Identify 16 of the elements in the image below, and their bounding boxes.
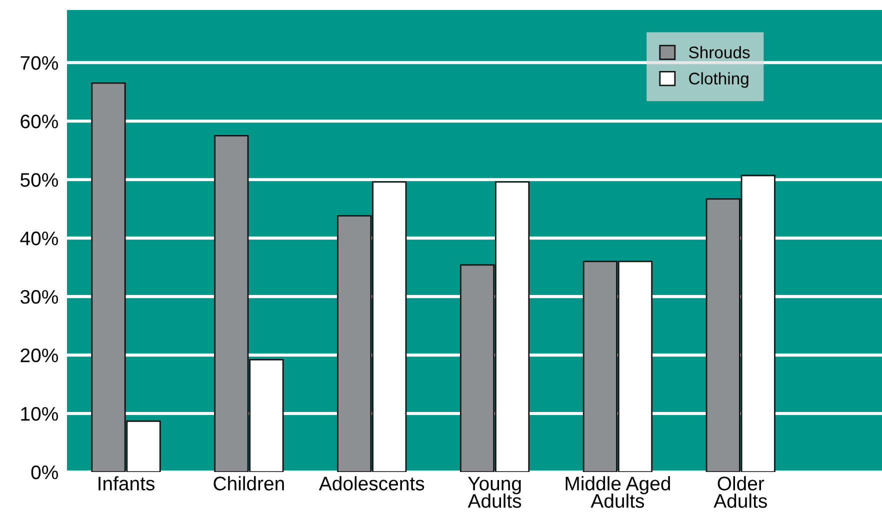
y-tick-label: 50% [20, 173, 58, 187]
y-tick-label: 40% [20, 232, 58, 246]
x-tick-label: Middle Aged Adults [566, 476, 670, 508]
y-tick-label: 10% [21, 406, 58, 421]
x-tick-label: Older Adults [714, 476, 767, 508]
y-tick-label: 0% [31, 465, 58, 480]
y-tick-label: 30% [20, 290, 58, 304]
x-tick-label: Adolescents [318, 476, 424, 490]
legend-label: Clothing [689, 72, 748, 88]
y-tick-label: 20% [20, 348, 58, 362]
x-tick-label: Children [214, 476, 284, 490]
legend-label: Shrouds [688, 46, 750, 58]
x-tick-label: Young Adults [468, 476, 522, 508]
y-tick-label: 70% [20, 56, 58, 70]
y-tick-label: 60% [20, 114, 58, 128]
x-tick-label: Infants [98, 476, 154, 490]
